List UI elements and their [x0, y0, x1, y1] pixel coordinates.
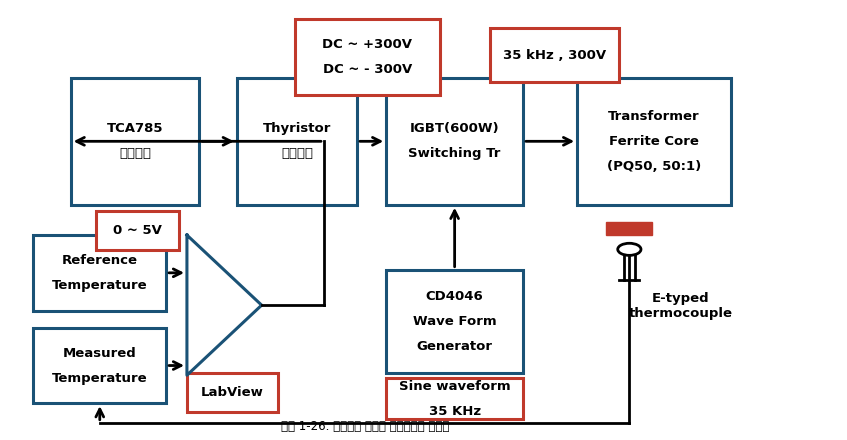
Text: Thyristor: Thyristor [263, 122, 331, 136]
Text: TCA785: TCA785 [107, 122, 163, 136]
Bar [237, 78, 357, 205]
Text: LabView: LabView [201, 386, 264, 399]
Text: 직류변환: 직류변환 [281, 147, 313, 160]
Text: 0 ~ 5V: 0 ~ 5V [113, 224, 162, 237]
Text: 전압제어: 전압제어 [119, 147, 151, 160]
Bar [96, 211, 179, 250]
Text: DC ~ - 300V: DC ~ - 300V [323, 63, 412, 76]
Text: Switching Tr: Switching Tr [408, 147, 501, 160]
Bar [187, 373, 278, 412]
Text: DC ~ +300V: DC ~ +300V [323, 38, 412, 51]
Text: 그림 1-26. 고주파를 이용한 온도제어의 흐름도: 그림 1-26. 고주파를 이용한 온도제어의 흐름도 [281, 421, 450, 433]
Bar [71, 78, 199, 205]
Bar [33, 328, 166, 403]
Text: Transformer: Transformer [608, 110, 700, 123]
Text: 35 kHz , 300V: 35 kHz , 300V [502, 48, 606, 62]
Bar [386, 378, 523, 419]
Text: E-typed
thermocouple: E-typed thermocouple [628, 292, 733, 320]
Text: 35 KHz: 35 KHz [429, 405, 481, 418]
Text: CD4046: CD4046 [426, 290, 484, 303]
Bar [490, 28, 618, 82]
Text: (PQ50, 50:1): (PQ50, 50:1) [606, 160, 701, 173]
Bar [386, 78, 523, 205]
Bar [295, 19, 440, 95]
Text: Generator: Generator [417, 340, 493, 353]
Text: Ferrite Core: Ferrite Core [609, 135, 699, 148]
Text: Temperature: Temperature [52, 371, 147, 385]
Bar [33, 235, 166, 311]
Bar [577, 78, 731, 205]
Bar [606, 222, 652, 235]
Bar [386, 270, 523, 373]
Text: Temperature: Temperature [52, 279, 147, 292]
Text: Reference: Reference [62, 254, 138, 267]
Text: Wave Form: Wave Form [412, 315, 496, 328]
Text: Measured: Measured [63, 347, 136, 359]
Text: Sine waveform: Sine waveform [399, 380, 511, 393]
Text: IGBT(600W): IGBT(600W) [410, 122, 500, 136]
